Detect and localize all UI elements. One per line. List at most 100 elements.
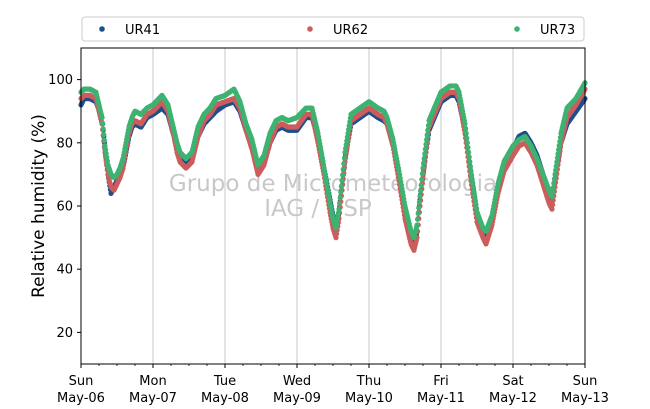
data-point bbox=[101, 131, 107, 138]
data-point bbox=[554, 155, 561, 161]
x-tick-date-2: May-08 bbox=[201, 391, 249, 406]
data-point bbox=[341, 161, 347, 167]
legend-marker-ur62 bbox=[307, 26, 313, 32]
data-point bbox=[423, 141, 429, 147]
y-axis-title: Relative humidity (%) bbox=[29, 114, 49, 298]
legend-label-ur73: UR73 bbox=[540, 23, 575, 38]
y-tick-label-1: 40 bbox=[56, 263, 73, 278]
data-point bbox=[554, 159, 560, 165]
data-point bbox=[467, 159, 473, 165]
legend-label-ur62: UR62 bbox=[333, 23, 368, 38]
data-point bbox=[415, 210, 421, 217]
data-point bbox=[100, 120, 106, 126]
data-point bbox=[337, 200, 343, 207]
data-point bbox=[473, 201, 479, 207]
data-point bbox=[337, 195, 343, 201]
x-tick-date-7: May-13 bbox=[561, 391, 609, 406]
data-point bbox=[556, 143, 562, 149]
data-point bbox=[341, 155, 347, 161]
data-point bbox=[549, 206, 555, 212]
watermark-line-1: Grupo de Micrometeorologia bbox=[169, 171, 497, 197]
data-point bbox=[338, 189, 344, 195]
data-point bbox=[469, 172, 475, 178]
data-point bbox=[472, 193, 478, 199]
y-tick-label-3: 80 bbox=[56, 136, 73, 151]
data-point bbox=[420, 165, 426, 171]
data-point bbox=[552, 171, 558, 177]
data-point bbox=[462, 121, 468, 127]
data-point bbox=[339, 178, 345, 184]
data-point bbox=[336, 206, 342, 212]
data-point bbox=[469, 176, 475, 183]
data-point bbox=[425, 122, 431, 129]
series-ur62 bbox=[78, 86, 588, 253]
x-tick-date-1: May-07 bbox=[129, 391, 177, 406]
data-point bbox=[557, 138, 563, 145]
legend-label-ur41: UR41 bbox=[125, 23, 160, 38]
data-point bbox=[464, 140, 470, 146]
x-tick-day-7: Sun bbox=[573, 374, 598, 389]
data-point bbox=[470, 185, 476, 191]
x-tick-day-5: Fri bbox=[433, 374, 449, 389]
watermark-line-2: IAG / USP bbox=[264, 196, 372, 222]
series-ur73 bbox=[78, 80, 588, 241]
data-point bbox=[553, 167, 559, 173]
data-point bbox=[471, 189, 477, 195]
data-point bbox=[422, 146, 428, 152]
data-point bbox=[472, 197, 478, 203]
x-tick-day-3: Wed bbox=[283, 374, 311, 389]
data-points bbox=[78, 80, 588, 253]
data-point bbox=[557, 134, 564, 141]
data-point bbox=[555, 151, 561, 157]
data-point bbox=[468, 168, 474, 174]
x-tick-day-2: Tue bbox=[213, 374, 236, 389]
x-tick-day-6: Sat bbox=[502, 374, 523, 389]
data-point bbox=[550, 202, 556, 208]
x-tick-date-5: May-11 bbox=[417, 391, 465, 406]
x-tick-day-4: Thu bbox=[356, 374, 381, 389]
data-point bbox=[464, 135, 470, 141]
x-tick-day-0: Sun bbox=[69, 374, 94, 389]
x-tick-date-3: May-09 bbox=[273, 391, 321, 406]
x-axis: Sun May-06 Mon May-07 Tue May-08 Wed May-09 Thu M… bbox=[57, 364, 609, 406]
data-point bbox=[466, 149, 472, 155]
data-point bbox=[340, 172, 346, 178]
x-tick-date-4: May-10 bbox=[345, 391, 393, 406]
legend: UR41 UR62 UR73 bbox=[81, 16, 585, 42]
y-axis: 20 40 60 80 100 bbox=[48, 73, 81, 341]
x-tick-day-1: Mon bbox=[139, 374, 166, 389]
data-point bbox=[553, 163, 559, 169]
legend-box bbox=[81, 16, 585, 42]
legend-marker-ur73 bbox=[514, 26, 520, 32]
data-point bbox=[101, 137, 107, 143]
data-point bbox=[418, 182, 424, 188]
data-point bbox=[421, 160, 427, 166]
data-point bbox=[550, 189, 556, 195]
data-point bbox=[340, 166, 346, 172]
data-point bbox=[463, 130, 469, 136]
data-point bbox=[424, 137, 430, 143]
data-point bbox=[549, 193, 555, 200]
y-tick-label-0: 20 bbox=[56, 326, 73, 341]
data-point bbox=[419, 176, 425, 183]
data-point bbox=[99, 114, 105, 121]
x-tick-date-0: May-06 bbox=[57, 391, 105, 406]
data-point bbox=[465, 144, 471, 151]
data-point bbox=[415, 216, 421, 222]
data-point bbox=[551, 180, 557, 186]
data-point bbox=[338, 183, 344, 190]
data-point bbox=[556, 147, 562, 153]
data-point bbox=[422, 151, 428, 157]
x-tick-date-6: May-12 bbox=[489, 391, 537, 406]
data-point bbox=[414, 222, 420, 228]
data-point bbox=[550, 185, 556, 191]
y-tick-label-2: 60 bbox=[56, 200, 73, 215]
data-point bbox=[418, 188, 424, 194]
data-point bbox=[416, 199, 422, 205]
data-point bbox=[473, 205, 479, 211]
data-point bbox=[466, 154, 472, 160]
data-point bbox=[425, 127, 431, 133]
data-point bbox=[417, 193, 423, 200]
data-point bbox=[100, 126, 106, 132]
